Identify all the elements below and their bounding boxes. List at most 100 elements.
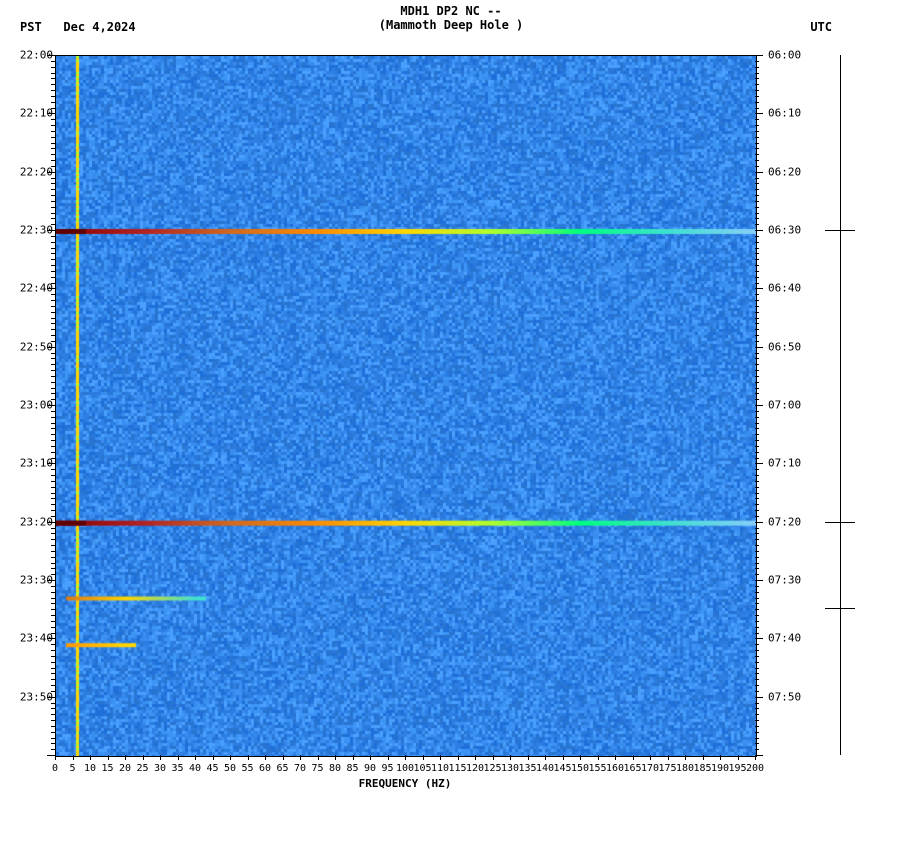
x-tick-mark [335,755,336,760]
y-minor-tick-left [51,533,55,534]
y-minor-tick-right [755,137,759,138]
y-minor-tick-right [755,627,759,628]
y-tick-right: 06:10 [768,107,801,120]
y-minor-tick-left [51,557,55,558]
y-minor-tick-left [51,743,55,744]
y-minor-tick-left [51,685,55,686]
y-minor-tick-left [51,679,55,680]
x-tick-mark [55,755,56,760]
y-minor-tick-right [755,446,759,447]
x-tick-mark [108,755,109,760]
y-minor-tick-left [51,335,55,336]
y-minor-tick-right [755,288,763,289]
x-tick-mark [318,755,319,760]
x-tick-mark [423,755,424,760]
x-tick: 40 [189,763,201,774]
y-minor-tick-left [51,627,55,628]
y-minor-tick-left [51,504,55,505]
x-tick-mark [248,755,249,760]
y-minor-tick-left [51,382,55,383]
y-minor-tick-right [755,335,759,336]
date-label: Dec 4,2024 [63,20,135,34]
y-minor-tick-left [51,493,55,494]
x-tick: 20 [119,763,131,774]
x-tick: 190 [711,763,729,774]
y-minor-tick-right [755,586,759,587]
y-minor-tick-right [755,393,759,394]
y-minor-tick-right [755,434,759,435]
y-minor-tick-left [47,580,55,581]
y-minor-tick-left [51,143,55,144]
y-minor-tick-left [51,108,55,109]
y-minor-tick-right [755,61,759,62]
y-minor-tick-right [755,522,763,523]
x-tick: 105 [413,763,431,774]
x-tick-mark [738,755,739,760]
y-minor-tick-left [47,288,55,289]
y-minor-tick-right [755,160,759,161]
y-minor-tick-right [755,300,759,301]
y-minor-tick-right [755,755,763,756]
y-minor-tick-right [755,154,759,155]
x-tick: 145 [553,763,571,774]
y-minor-tick-right [755,487,759,488]
y-minor-tick-right [755,679,759,680]
x-tick: 175 [658,763,676,774]
y-minor-tick-left [51,434,55,435]
y-minor-tick-left [51,119,55,120]
y-minor-tick-left [51,726,55,727]
y-tick-right: 07:20 [768,515,801,528]
x-tick: 165 [623,763,641,774]
y-minor-tick-left [51,277,55,278]
y-minor-tick-left [51,673,55,674]
x-tick-mark [615,755,616,760]
y-minor-tick-left [51,96,55,97]
y-minor-tick-right [755,172,763,173]
y-minor-tick-right [755,498,759,499]
x-tick-mark [493,755,494,760]
x-tick: 35 [171,763,183,774]
y-minor-tick-left [51,551,55,552]
y-axis-right-utc: 06:0006:1006:2006:3006:4006:5007:0007:10… [760,55,820,755]
y-minor-tick-left [51,615,55,616]
y-minor-tick-right [755,510,759,511]
y-tick-right: 07:30 [768,574,801,587]
x-tick-mark [755,755,756,760]
x-tick-mark [143,755,144,760]
y-minor-tick-left [51,341,55,342]
y-minor-tick-left [51,248,55,249]
x-tick-mark [213,755,214,760]
y-minor-tick-left [51,265,55,266]
y-minor-tick-left [51,78,55,79]
y-minor-tick-left [51,213,55,214]
y-minor-tick-right [755,656,759,657]
x-tick: 90 [364,763,376,774]
y-minor-tick-right [755,189,759,190]
y-tick-right: 07:00 [768,399,801,412]
tz-right-label: UTC [810,20,832,34]
y-minor-tick-right [755,143,759,144]
y-minor-tick-left [51,708,55,709]
y-minor-tick-right [755,277,759,278]
y-minor-tick-right [755,364,759,365]
y-minor-tick-left [47,522,55,523]
x-tick: 45 [206,763,218,774]
x-tick: 25 [136,763,148,774]
x-tick-mark [720,755,721,760]
y-minor-tick-left [51,358,55,359]
y-minor-tick-right [755,353,759,354]
x-tick-mark [685,755,686,760]
y-minor-tick-left [51,598,55,599]
x-tick-mark [528,755,529,760]
x-tick: 160 [606,763,624,774]
y-minor-tick-left [51,137,55,138]
x-tick: 155 [588,763,606,774]
y-minor-tick-left [51,195,55,196]
y-minor-tick-left [51,703,55,704]
y-minor-tick-right [755,283,759,284]
x-tick-mark [90,755,91,760]
y-minor-tick-right [755,528,759,529]
y-minor-tick-right [755,673,759,674]
y-minor-tick-left [47,755,55,756]
y-minor-tick-left [47,347,55,348]
